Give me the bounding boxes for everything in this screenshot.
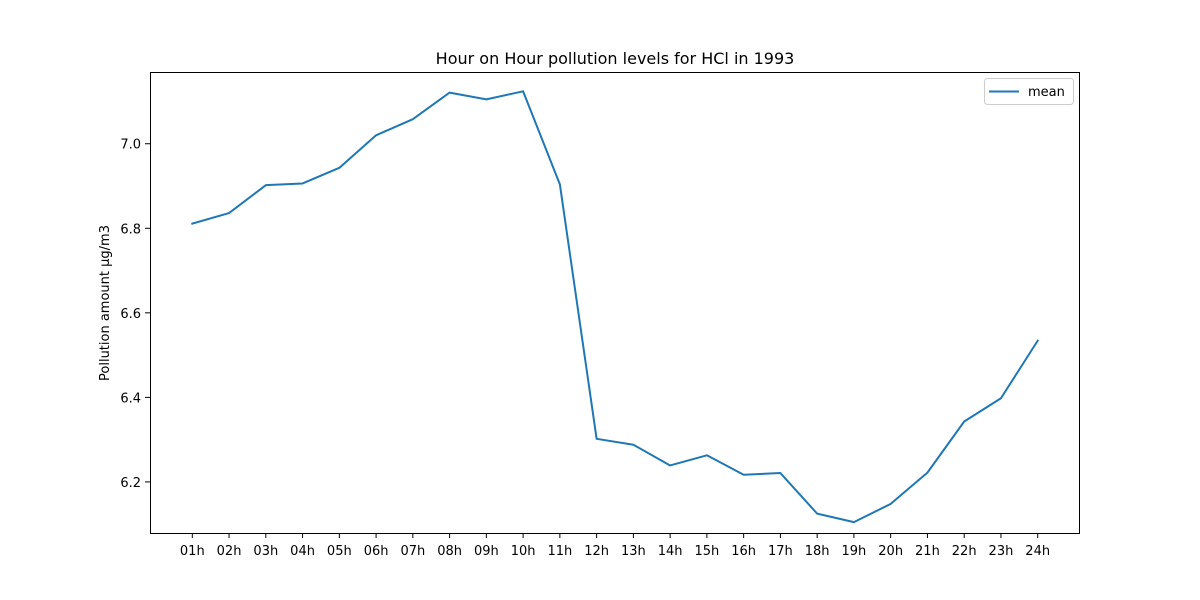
y-tick-label: 6.8 — [120, 222, 141, 237]
chart-title: Hour on Hour pollution levels for HCl in… — [436, 49, 795, 68]
x-tick-label: 09h — [474, 544, 499, 559]
x-tick-label: 04h — [290, 544, 315, 559]
x-tick-label: 10h — [511, 544, 536, 559]
y-tick-label: 6.2 — [120, 476, 141, 491]
x-tick-label: 06h — [364, 544, 389, 559]
series-group — [191, 90, 1040, 524]
x-tick-label: 20h — [878, 544, 903, 559]
x-tick-label: 24h — [1025, 544, 1050, 559]
x-tick-label: 15h — [695, 544, 720, 559]
plot-area-frame — [150, 72, 1080, 534]
y-axis: 6.2 6.4 6.6 6.8 7.0 — [120, 138, 150, 491]
legend: mean — [984, 78, 1074, 105]
x-tick-label: 05h — [327, 544, 352, 559]
x-tick-label: 01h — [180, 544, 205, 559]
legend-label-mean: mean — [1028, 85, 1065, 100]
x-tick-label: 08h — [437, 544, 462, 559]
x-tick-label: 07h — [400, 544, 425, 559]
x-tick-label: 19h — [842, 544, 867, 559]
x-tick-label: 22h — [952, 544, 977, 559]
legend-box — [984, 78, 1074, 105]
x-tick-label: 18h — [805, 544, 830, 559]
x-tick-label: 03h — [253, 544, 278, 559]
series-line-mean — [191, 90, 1040, 524]
x-tick-label: 23h — [989, 544, 1014, 559]
y-tick-label: 7.0 — [120, 138, 141, 153]
x-tick-label: 02h — [217, 544, 242, 559]
x-axis: 01h 02h 03h 04h 05h 06h 07h 08h 09h 10h 11h 12h 13h 1… — [180, 533, 1050, 559]
y-axis-label: Pollution amount µg/m3 — [98, 225, 113, 381]
x-tick-label: 16h — [731, 544, 756, 559]
x-tick-label: 21h — [915, 544, 940, 559]
x-tick-label: 12h — [584, 544, 609, 559]
y-tick-label: 6.6 — [120, 307, 141, 322]
x-tick-label: 17h — [768, 544, 793, 559]
y-tick-label: 6.4 — [120, 391, 141, 406]
x-tick-label: 14h — [658, 544, 683, 559]
x-tick-label: 11h — [547, 544, 572, 559]
x-tick-label: 13h — [621, 544, 646, 559]
